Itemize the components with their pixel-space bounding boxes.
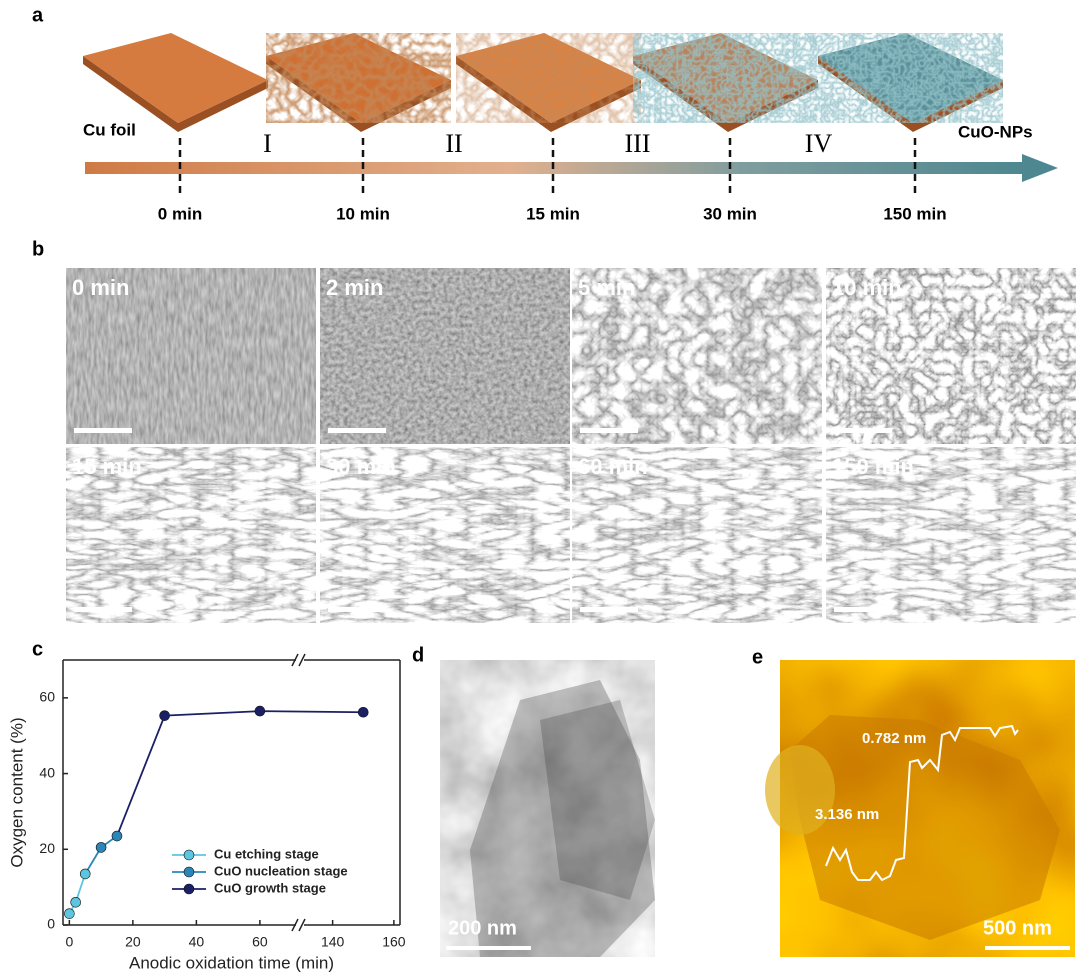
axis-break xyxy=(298,653,306,667)
scale-bar xyxy=(834,428,892,433)
scale-bar xyxy=(446,946,531,950)
axis-break xyxy=(291,918,299,932)
x-tick-label: 40 xyxy=(189,934,205,950)
tem-texture xyxy=(440,660,655,957)
x-tick-label: 60 xyxy=(252,934,268,950)
y-axis-label: Oxygen content (%) xyxy=(7,717,26,867)
terrace xyxy=(790,715,1060,940)
sem-grid: 0 min 2 min 5 min 10 min 15 min 30 min 60 min 1… xyxy=(66,268,1076,623)
data-point xyxy=(95,842,107,853)
slab-texture xyxy=(456,33,641,123)
panel-label: e xyxy=(752,646,763,668)
sem-time-label: 30 min xyxy=(326,454,396,479)
legend-marker xyxy=(183,883,195,895)
step-label: 0.782 nm xyxy=(862,730,926,747)
sem-image xyxy=(572,268,822,444)
x-tick-label: 140 xyxy=(321,934,345,950)
sem-image xyxy=(826,447,1076,623)
panel-label: b xyxy=(32,238,44,260)
legend-label: CuO growth stage xyxy=(214,880,326,895)
x-tick-label: 20 xyxy=(125,934,141,950)
island xyxy=(765,745,835,835)
data-point xyxy=(70,896,82,908)
scale-bar xyxy=(985,946,1070,950)
arrow-head xyxy=(1022,154,1058,182)
sem-time-label: 10 min xyxy=(832,275,902,300)
axis-break xyxy=(298,918,306,932)
x-axis-label: Anodic oxidation time (min) xyxy=(129,953,334,972)
scale-bar xyxy=(328,428,386,433)
data-point xyxy=(79,868,91,880)
panel-label: c xyxy=(32,638,43,660)
sem-time-label: 60 min xyxy=(578,454,648,479)
sem-time-label: 150 min xyxy=(832,454,914,479)
time-label: 0 min xyxy=(158,204,202,223)
legend-marker xyxy=(183,866,195,878)
y-tick-label: 40 xyxy=(39,764,55,780)
height-profile xyxy=(825,724,1019,882)
sheet xyxy=(470,680,655,957)
sem-time-label: 0 min xyxy=(72,275,129,300)
time-label: 10 min xyxy=(336,204,390,223)
scale-bar xyxy=(74,428,132,433)
y-tick-label: 20 xyxy=(39,840,55,856)
sem-time-label: 15 min xyxy=(72,454,142,479)
timeline-arrow xyxy=(85,162,1025,174)
y-tick-label: 0 xyxy=(47,916,55,932)
axis-break xyxy=(291,653,299,667)
slab-texture xyxy=(633,33,818,123)
tem-image xyxy=(440,660,655,957)
scale-bar xyxy=(834,607,892,612)
x-tick-label: 160 xyxy=(382,934,406,950)
scale-label: 200 nm xyxy=(448,917,517,939)
time-label: 30 min xyxy=(703,204,757,223)
scale-bar xyxy=(580,428,638,433)
time-label: 15 min xyxy=(526,204,580,223)
data-point xyxy=(64,908,75,919)
stage-label: III xyxy=(625,129,651,158)
slab-texture xyxy=(266,33,451,123)
data-point xyxy=(254,705,266,717)
sem-image xyxy=(572,447,822,623)
end-label: CuO-NPs xyxy=(958,122,1033,141)
sheet xyxy=(540,700,655,900)
data-point xyxy=(111,830,123,842)
sem-image xyxy=(66,447,316,623)
data-point xyxy=(159,710,170,721)
legend-marker xyxy=(183,849,195,861)
scale-bar xyxy=(328,607,386,612)
start-label: Cu foil xyxy=(83,120,136,139)
panel-label: a xyxy=(32,4,44,26)
data-point xyxy=(357,706,369,718)
stage-label: I xyxy=(263,129,272,158)
slab-texture xyxy=(818,33,1003,123)
sem-image xyxy=(320,447,570,623)
scale-label: 500 nm xyxy=(983,917,1052,939)
sem-time-label: 2 min xyxy=(326,275,383,300)
slabs xyxy=(83,33,1003,132)
series-line xyxy=(68,873,87,915)
legend-label: CuO nucleation stage xyxy=(214,863,348,878)
stage-label: IV xyxy=(805,129,833,158)
sem-image xyxy=(66,268,316,444)
x-tick-label: 0 xyxy=(65,934,73,950)
y-tick-label: 60 xyxy=(39,689,55,705)
sem-image xyxy=(320,268,570,444)
stage-label: II xyxy=(445,129,462,158)
scale-bar xyxy=(580,607,638,612)
scale-bar xyxy=(74,607,132,612)
panel-label: d xyxy=(412,644,424,666)
step-label: 3.136 nm xyxy=(815,806,879,823)
sem-time-label: 5 min xyxy=(578,275,635,300)
chart: 0 20 40 60 0 20 40 60 140 160 Anodic oxidation tim… xyxy=(7,653,406,972)
slab-top xyxy=(83,33,268,123)
sem-image xyxy=(826,268,1076,444)
stage-connector xyxy=(116,715,166,837)
legend-label: Cu etching stage xyxy=(214,846,319,861)
time-label: 150 min xyxy=(883,204,946,223)
